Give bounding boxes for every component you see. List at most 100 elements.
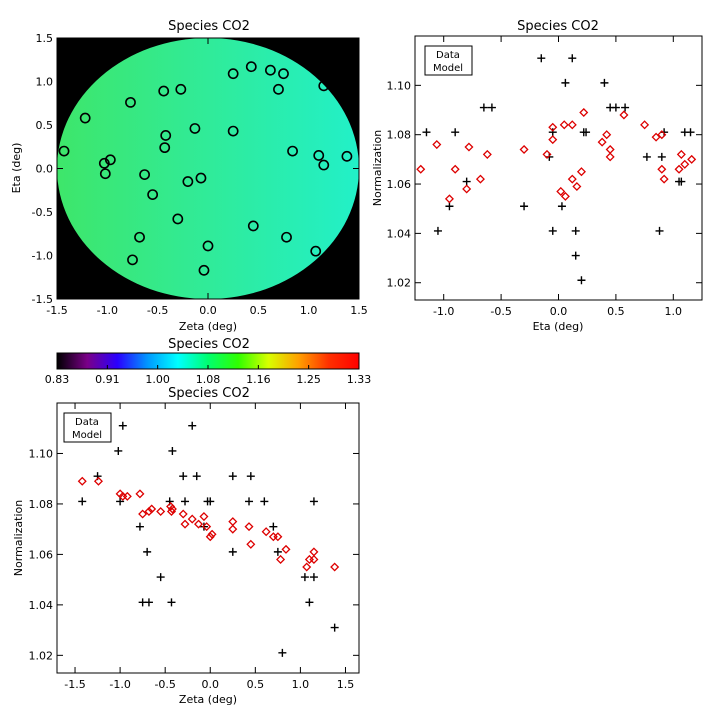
eta-plot-y-axis-label: Normalization	[371, 130, 384, 206]
x-tick-label: 0.0	[202, 678, 220, 691]
eta-plot-legend: Data Model	[424, 45, 473, 76]
model-point	[651, 132, 661, 142]
model-point	[556, 186, 566, 196]
y-tick-label: 1.08	[387, 129, 412, 142]
map-x-tick-label: -1.0	[97, 304, 118, 317]
map-y-tick-label: 0.0	[36, 163, 54, 176]
map-marker	[313, 150, 325, 161]
model-point	[462, 184, 472, 194]
zeta-plot-y-axis-label: Normalization	[12, 500, 25, 576]
eta-legend-model: Model	[433, 63, 463, 74]
model-point	[597, 137, 607, 147]
model-point	[178, 509, 188, 519]
zeta-plot-title: Species CO2	[168, 386, 250, 401]
colorbar-panel: Species CO2 0.83 0.91 1.00 1.08 1.16 1.25 1.33	[45, 337, 372, 386]
eta-plot-title: Species CO2	[517, 19, 599, 34]
map-marker	[245, 61, 257, 73]
model-point	[432, 140, 442, 150]
map-marker	[278, 68, 289, 80]
data-point	[548, 128, 557, 137]
model-point	[180, 519, 190, 529]
model-point	[122, 491, 132, 501]
colorbar-tick-label: 1.33	[347, 373, 372, 386]
zeta-plot-legend: Data Model	[63, 412, 112, 443]
map-marker	[134, 231, 145, 243]
data-point	[582, 128, 591, 137]
map-marker	[147, 189, 159, 200]
data-point	[118, 421, 127, 430]
y-tick-label: 1.10	[387, 79, 412, 92]
colorbar-tick-label: 0.83	[45, 373, 70, 386]
data-point	[600, 78, 609, 87]
data-point	[144, 598, 153, 607]
colorbar-tick-label: 1.00	[145, 373, 170, 386]
y-tick-label: 1.08	[29, 498, 54, 511]
x-tick-label: 1.0	[292, 678, 310, 691]
model-point	[676, 149, 686, 159]
data-point	[305, 598, 314, 607]
model-point	[567, 120, 577, 130]
data-point	[116, 497, 125, 506]
model-point	[680, 159, 690, 169]
model-point	[138, 509, 148, 519]
eta-legend-data: Data	[436, 50, 460, 61]
x-tick-label: -0.5	[154, 678, 175, 691]
data-point	[686, 128, 695, 137]
data-point	[135, 522, 144, 531]
map-marker	[198, 264, 210, 276]
map-x-tick-label: 1.5	[350, 304, 368, 317]
y-tick-label: 1.06	[29, 548, 54, 561]
map-marker	[227, 68, 239, 80]
data-point	[621, 103, 630, 112]
colorbar-tick-label: 1.16	[246, 373, 271, 386]
model-point	[464, 142, 474, 152]
map-marker	[273, 83, 284, 95]
zeta-legend-data: Data	[75, 417, 99, 428]
model-point	[674, 164, 684, 174]
data-point	[422, 128, 431, 137]
model-point	[281, 544, 291, 554]
map-y-tick-label: 1.0	[36, 76, 54, 89]
zeta-plot-points	[77, 421, 340, 657]
eta-plot-points	[416, 54, 697, 285]
data-point	[571, 226, 580, 235]
data-point	[78, 497, 87, 506]
data-point	[557, 202, 566, 211]
map-marker	[265, 64, 276, 76]
model-point	[657, 164, 667, 174]
data-point	[642, 152, 651, 161]
model-point	[330, 562, 340, 572]
map-y-tick-label: 0.5	[36, 119, 54, 132]
map-panel: Species CO2 -1.5 -1.0 -0.5 0.0 0.5 1.0 1.5 -1.…	[10, 19, 368, 333]
map-marker	[202, 240, 214, 252]
map-marker	[287, 145, 298, 157]
map-marker	[125, 96, 136, 108]
y-tick-label: 1.02	[387, 277, 412, 290]
zeta-legend-model: Model	[72, 430, 102, 441]
data-point	[433, 226, 442, 235]
model-point	[167, 504, 177, 514]
model-point	[559, 120, 569, 130]
map-x-tick-label: 0.5	[250, 304, 268, 317]
colorbar-tick-label: 0.91	[95, 373, 120, 386]
data-point	[479, 103, 488, 112]
x-tick-label: 0.0	[550, 305, 568, 318]
map-y-tick-label: 1.5	[36, 32, 54, 45]
data-point	[206, 497, 215, 506]
model-point	[244, 522, 254, 532]
map-marker	[195, 172, 207, 184]
model-point	[619, 110, 629, 120]
x-tick-label: 0.5	[247, 678, 265, 691]
x-tick-label: -1.0	[109, 678, 130, 691]
map-title: Species CO2	[168, 19, 250, 34]
data-point	[451, 128, 460, 137]
colorbar-tick-label: 1.08	[196, 373, 221, 386]
model-point	[579, 107, 589, 118]
map-marker	[175, 83, 187, 95]
map-x-tick-label: 1.0	[300, 304, 318, 317]
model-point	[548, 122, 558, 132]
map-marker	[318, 159, 330, 171]
map-y-axis-label: Eta (deg)	[10, 143, 23, 194]
model-point	[444, 194, 454, 204]
